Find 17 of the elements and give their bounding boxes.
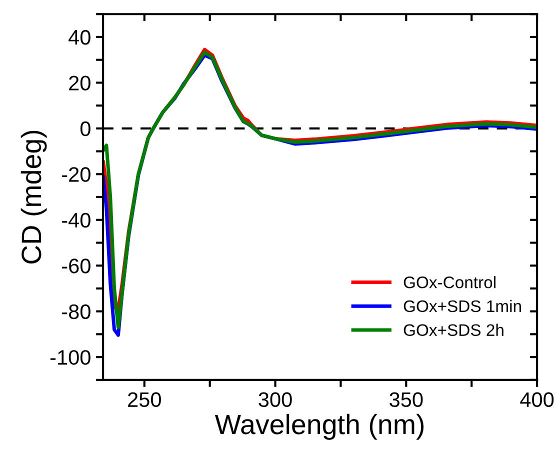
y-tick-label: 20: [69, 76, 90, 90]
x-tick-label: 400: [520, 392, 554, 408]
legend-label: GOx+SDS 1min: [404, 300, 521, 312]
x-tick-label: 350: [390, 392, 423, 408]
y-tick-label: -100: [50, 350, 90, 365]
y-axis-title: CD (mdeg): [20, 130, 47, 264]
x-tick-label: 300: [258, 392, 292, 408]
y-tick-label: -40: [62, 212, 90, 228]
x-tick-label: 250: [128, 392, 161, 408]
y-tick-label: -60: [62, 258, 90, 274]
y-tick-label: 40: [68, 30, 90, 45]
legend-label: GOx-Control: [404, 276, 496, 288]
y-tick-label: 0: [80, 121, 90, 136]
x-axis-title: Wavelength (nm): [214, 414, 424, 440]
legend-label: GOx+SDS 2h: [404, 324, 504, 336]
y-tick-label: -20: [62, 167, 90, 182]
y-tick-label: -80: [62, 304, 90, 320]
